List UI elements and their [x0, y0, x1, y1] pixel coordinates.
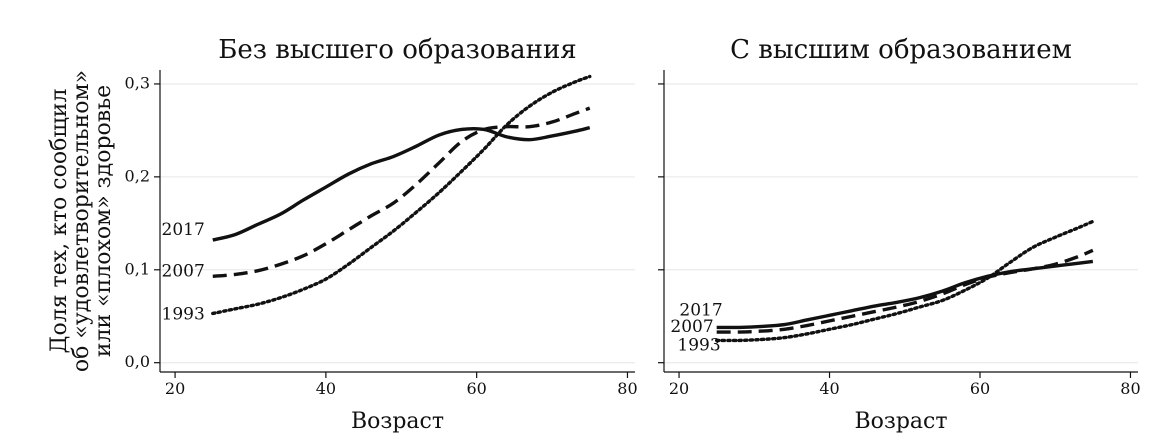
panel-1-title: Без высшего образования	[218, 35, 576, 65]
panel-2-x-tick-label-3: 60	[970, 379, 990, 398]
panel-1-series-2017-label: 2017	[162, 220, 205, 240]
panel-1-series-2017-line	[212, 125, 591, 242]
panel-1-series-1993-label: 1993	[162, 304, 205, 324]
y-tick-label-3: 0,2	[125, 166, 150, 185]
panel-1-x-tick-label-2: 40	[316, 379, 336, 398]
panel-1-series-1993-line	[211, 74, 592, 316]
y-tick-label-1: 0,0	[125, 352, 150, 371]
panel-2-series-2007-label: 2007	[670, 317, 713, 337]
y-axis-label-line-1: Доля тех, кто сообщил	[47, 89, 72, 354]
panel-2-title: С высшим образованием	[730, 35, 1072, 65]
y-tick-label-4: 0,3	[125, 73, 150, 92]
y-axis-label-line-2: об «удовлетворительном»	[69, 70, 94, 372]
panel-1-x-tick-label-3: 60	[466, 379, 486, 398]
panel-2-x-tick-label-4: 80	[1120, 379, 1140, 398]
panel-2-series-2017-line	[716, 259, 1094, 330]
panel-2-series-1993-label: 1993	[677, 335, 720, 355]
panel-1-series-2007-label: 2007	[162, 261, 205, 281]
panel-1-x-axis-label: Возраст	[351, 409, 444, 434]
panel-1-x-tick-label-4: 80	[617, 379, 637, 398]
panel-2-x-tick-label-2: 40	[819, 379, 839, 398]
panel-1-series-2007-line	[212, 106, 591, 278]
panel-2-x-tick-label-1: 20	[669, 379, 689, 398]
panel-2-series-1993-line	[714, 219, 1095, 343]
y-tick-label-2: 0,1	[125, 259, 150, 278]
panel-2-series-2017-label: 2017	[679, 300, 722, 320]
panel-1-x-tick-label-1: 20	[165, 379, 185, 398]
y-axis-label-line-3: или «плохом» здоровье	[91, 85, 116, 357]
panel-2-series-2007-line	[716, 248, 1094, 334]
panel-2-x-axis-label: Возраст	[854, 409, 947, 434]
